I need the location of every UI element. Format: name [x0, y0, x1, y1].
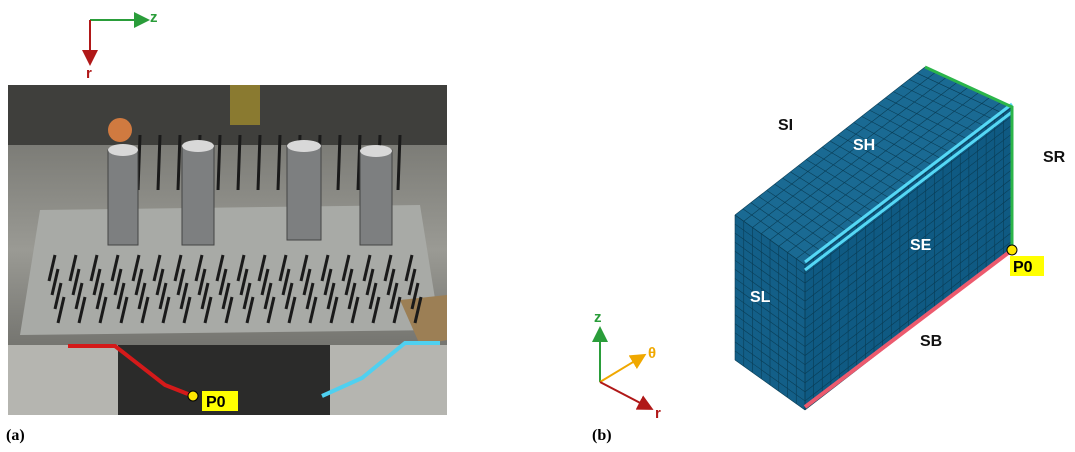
surface-label: SB: [920, 333, 942, 350]
surface-label: SL: [750, 289, 771, 306]
axis-arrow: [600, 356, 643, 382]
point-marker: [1007, 245, 1017, 255]
axis-label: θ: [648, 345, 656, 362]
marker-label: P0: [206, 394, 226, 411]
pin: [338, 135, 340, 190]
pin: [258, 135, 260, 190]
mesh-box: [735, 67, 1012, 410]
axes-b: z θ r: [594, 309, 661, 422]
pin: [158, 135, 160, 190]
marker-label: P0: [1013, 259, 1033, 276]
pin: [398, 135, 400, 190]
surface-label: SI: [778, 117, 793, 134]
surface-label: SR: [1043, 149, 1066, 166]
pin: [218, 135, 220, 190]
axis-label: r: [655, 405, 661, 422]
axis-arrow: [600, 382, 650, 408]
figure: z r P0 (a) z θ r: [0, 0, 1075, 447]
surface-label: SH: [853, 137, 875, 154]
photo: [8, 85, 447, 415]
caption: (a): [6, 427, 25, 444]
point-marker: [188, 391, 198, 401]
pin: [238, 135, 240, 190]
axis-label: r: [86, 65, 92, 82]
pin: [278, 135, 280, 190]
axes-a: z r: [86, 9, 158, 82]
surface-label: SE: [910, 237, 932, 254]
axis-label: z: [594, 309, 602, 326]
pin: [178, 135, 180, 190]
axis-label: z: [150, 9, 158, 26]
caption: (b): [592, 427, 612, 444]
